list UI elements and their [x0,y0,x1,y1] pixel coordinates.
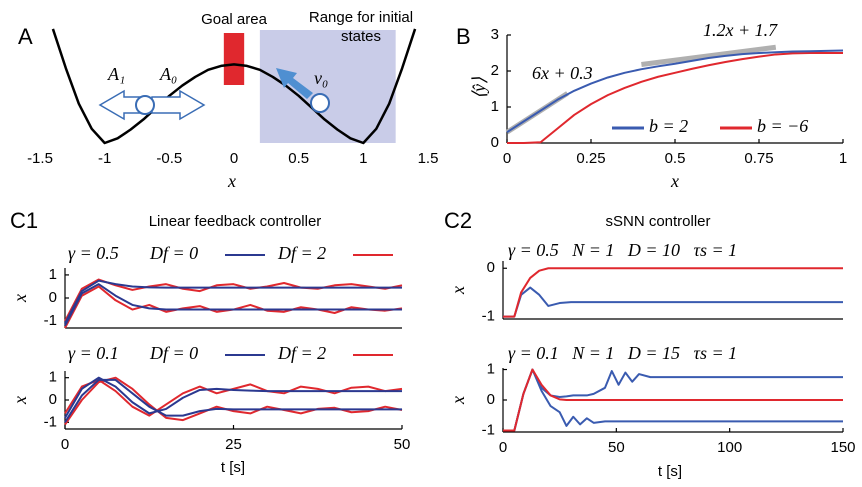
y-axis-label: ⟨ŷ⟩ [469,77,489,99]
x-tick-label: 1 [359,150,367,167]
chart-title: sSNN controller [605,213,710,230]
data-line [64,279,402,324]
y-tick-label: 0 [49,289,57,306]
x-tick-label: 0.75 [744,150,773,167]
x-axis-label: x [670,171,679,191]
data-line [64,285,403,329]
y-tick-label: 3 [491,26,499,43]
x-axis-label: t [s] [658,463,682,480]
x-axis-label: x [227,171,236,191]
x-tick-label: -1.5 [27,150,53,167]
region [259,30,396,143]
y-tick-label: 1 [49,266,57,283]
y-tick-label: -1 [44,413,57,430]
legend-label: Df = 2 [277,343,326,363]
y-tick-label: 0 [491,134,499,151]
data-line [506,49,844,134]
arrow-left [98,89,141,121]
y-tick-label: 0 [487,259,495,276]
x-tick-label: 50 [608,439,625,456]
region-label: Range for initial states [308,9,414,45]
x-tick-label: 150 [830,439,855,456]
velocity-arrow [276,68,313,99]
annotation: A₀ [159,64,177,84]
y-tick-label: -1 [482,421,495,438]
y-tick-label: -1 [482,308,495,325]
y-axis-label: x [10,396,30,405]
x-tick-label: 0.5 [665,150,686,167]
chart-title: Linear feedback controller [149,213,322,230]
data-line [503,286,843,318]
annotation: γ = 0.5 N = 1 D = 10 τs = 1 [508,240,737,260]
y-tick-label: 1 [491,98,499,115]
fit-line [641,44,777,67]
x-tick-label: 0.25 [576,150,605,167]
annotation: γ = 0.1 [68,343,119,363]
x-tick-label: 100 [717,439,742,456]
fit-label: 6x + 0.3 [532,63,593,83]
foreground-layer: Goal area -1.5 -1 -0.5 0 0.5 1 1.5 Ax 0 0.25 0.5 0.7… [10,11,856,480]
legend-label: b = 2 [649,116,688,136]
panel-label: A [18,24,33,49]
panel-label: B [456,24,471,49]
panel-label: C1 [10,208,38,233]
data-line [64,378,403,417]
annotation: γ = 0.5 [68,243,119,263]
y-axis-label: x [448,286,468,295]
data-line [64,278,403,322]
data-line [51,28,417,145]
state-circle [135,95,155,115]
background-layer [259,30,396,143]
x-tick-label: 1 [839,150,847,167]
x-tick-label: 25 [225,436,242,453]
legend-label: b = −6 [757,116,808,136]
y-tick-label: 0 [487,391,495,408]
data-line [64,378,402,423]
data-line [64,283,402,327]
y-axis-label: x [448,396,468,405]
annotation: v₀ [314,68,328,88]
annotation: γ = 0.1 N = 1 D = 15 τs = 1 [508,343,737,363]
state-circle [310,93,330,113]
y-tick-label: 1 [487,360,495,377]
y-tick-label: 1 [49,369,57,386]
x-tick-label: 0 [499,439,507,456]
x-tick-label: 50 [394,436,411,453]
annotation: A₁ [107,64,125,84]
data-line [507,52,843,144]
panel-label: C2 [444,208,472,233]
y-tick-label: 0 [49,391,57,408]
legend-label: Df = 2 [277,243,326,263]
x-tick-label: 0 [61,436,69,453]
x-tick-label: -0.5 [156,150,182,167]
data-line [64,376,403,426]
y-tick-label: -1 [44,312,57,329]
x-tick-label: 0.5 [288,150,309,167]
x-tick-label: 0 [230,150,238,167]
fit-label: 1.2x + 1.7 [703,20,778,40]
y-tick-label: 2 [491,62,499,79]
x-tick-label: 0 [503,150,511,167]
arrow-right [151,89,206,121]
data-line [503,368,843,432]
data-line [503,267,843,318]
y-axis-label: x [10,294,30,303]
region-label: Goal area [201,11,268,28]
data-line [64,376,402,419]
x-axis-label: t [s] [221,459,245,476]
x-tick-label: -1 [98,150,111,167]
x-tick-label: 1.5 [418,150,439,167]
region [223,33,245,85]
legend-label: Df = 0 [149,243,198,263]
legend-label: Df = 0 [149,343,198,363]
panel-a-decorations: A₁ A₀ v₀ [98,64,330,121]
